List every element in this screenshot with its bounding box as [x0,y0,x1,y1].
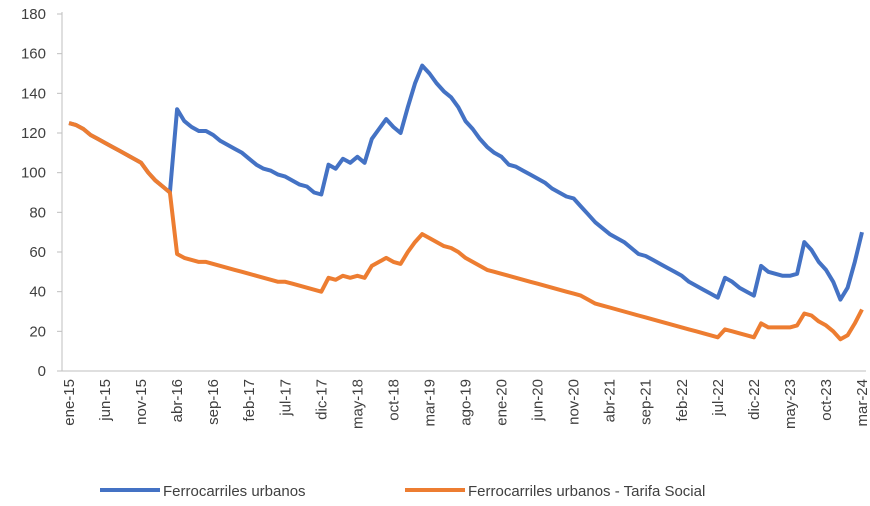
y-tick-label: 120 [21,125,46,142]
x-tick-label: feb-22 [674,379,691,422]
y-tick-label: 60 [29,244,46,261]
x-tick-label: may-23 [782,379,799,429]
x-tick-label: ago-19 [458,379,475,426]
x-tick-label: mar-19 [421,379,438,427]
x-tick-label: jul-17 [277,379,294,417]
y-tick-label: 40 [29,284,46,301]
x-tick-label: abr-16 [169,379,186,422]
y-tick-label: 0 [38,363,46,380]
x-tick-label: dic-17 [313,379,330,420]
legend-label: Ferrocarriles urbanos - Tarifa Social [468,483,705,500]
x-tick-label: ene-15 [61,379,78,426]
x-tick-label: abr-21 [602,379,619,422]
x-tick-label: jun-20 [530,379,547,422]
legend-label: Ferrocarriles urbanos [163,483,306,500]
x-tick-label: mar-24 [854,379,870,427]
x-tick-label: dic-22 [746,379,763,420]
x-tick-label: jun-15 [97,379,114,422]
x-tick-label: feb-17 [241,379,258,422]
series-line [68,121,864,342]
x-tick-label: oct-18 [385,379,402,421]
y-tick-label: 140 [21,85,46,102]
x-tick-label: sep-16 [205,379,222,425]
x-tick-label: nov-15 [133,379,150,425]
x-tick-label: ene-20 [494,379,511,426]
y-tick-label: 80 [29,204,46,221]
x-tick-label: may-18 [349,379,366,429]
y-tick-label: 160 [21,46,46,63]
x-tick-label: sep-21 [638,379,655,425]
x-tick-label: oct-23 [818,379,835,421]
x-tick-label: nov-20 [566,379,583,425]
series-line [68,63,864,302]
y-tick-label: 100 [21,165,46,182]
x-tick-label: jul-22 [710,379,727,417]
y-tick-label: 180 [21,6,46,23]
y-tick-label: 20 [29,323,46,340]
